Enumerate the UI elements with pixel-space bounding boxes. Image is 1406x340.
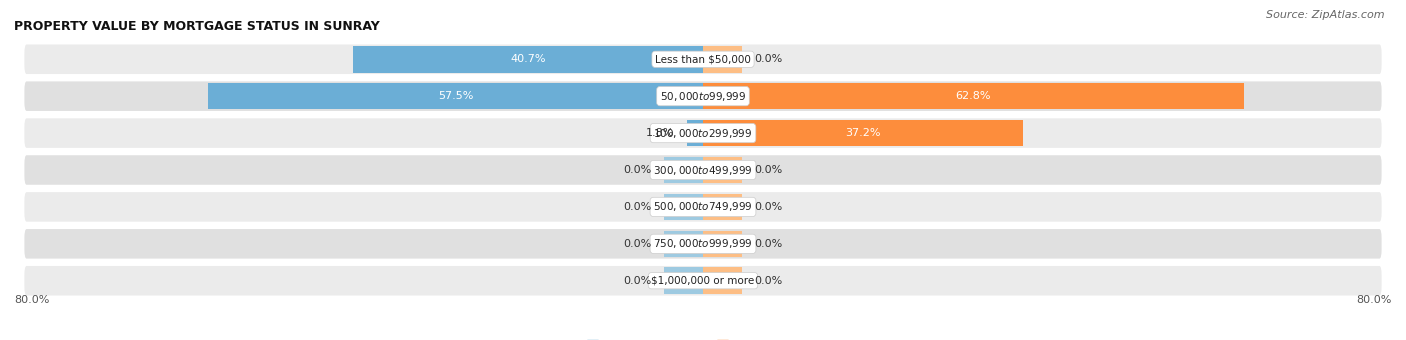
Text: $500,000 to $749,999: $500,000 to $749,999 (654, 200, 752, 214)
Text: 0.0%: 0.0% (755, 202, 783, 212)
Text: 0.0%: 0.0% (755, 239, 783, 249)
Text: $750,000 to $999,999: $750,000 to $999,999 (654, 237, 752, 250)
FancyBboxPatch shape (24, 192, 1382, 222)
Text: 62.8%: 62.8% (956, 91, 991, 101)
FancyBboxPatch shape (24, 229, 1382, 259)
Text: 37.2%: 37.2% (845, 128, 882, 138)
Text: 0.0%: 0.0% (623, 202, 651, 212)
Text: 80.0%: 80.0% (1357, 295, 1392, 305)
Text: 80.0%: 80.0% (14, 295, 49, 305)
Bar (688, 120, 703, 147)
Text: 1.8%: 1.8% (647, 128, 675, 138)
Text: PROPERTY VALUE BY MORTGAGE STATUS IN SUNRAY: PROPERTY VALUE BY MORTGAGE STATUS IN SUN… (14, 20, 380, 33)
Bar (664, 157, 703, 183)
Text: Less than $50,000: Less than $50,000 (655, 54, 751, 64)
Bar (208, 83, 703, 109)
Bar (664, 193, 703, 220)
FancyBboxPatch shape (24, 45, 1382, 74)
Text: $100,000 to $299,999: $100,000 to $299,999 (654, 126, 752, 140)
Bar (353, 46, 703, 72)
Bar (664, 231, 703, 257)
Bar (703, 193, 742, 220)
Text: 0.0%: 0.0% (623, 276, 651, 286)
Bar (703, 83, 1244, 109)
Bar (703, 120, 1024, 147)
Text: $50,000 to $99,999: $50,000 to $99,999 (659, 90, 747, 103)
Bar (703, 231, 742, 257)
Bar (703, 268, 742, 294)
FancyBboxPatch shape (24, 266, 1382, 295)
Text: Source: ZipAtlas.com: Source: ZipAtlas.com (1267, 10, 1385, 20)
Bar (664, 268, 703, 294)
Text: 57.5%: 57.5% (437, 91, 472, 101)
Text: 0.0%: 0.0% (623, 165, 651, 175)
Bar (703, 46, 742, 72)
Text: 0.0%: 0.0% (623, 239, 651, 249)
Text: 0.0%: 0.0% (755, 165, 783, 175)
Text: $300,000 to $499,999: $300,000 to $499,999 (654, 164, 752, 176)
Text: 0.0%: 0.0% (755, 276, 783, 286)
FancyBboxPatch shape (24, 81, 1382, 111)
Text: $1,000,000 or more: $1,000,000 or more (651, 276, 755, 286)
Bar (703, 157, 742, 183)
Text: 0.0%: 0.0% (755, 54, 783, 64)
FancyBboxPatch shape (24, 118, 1382, 148)
FancyBboxPatch shape (24, 155, 1382, 185)
Text: 40.7%: 40.7% (510, 54, 546, 64)
